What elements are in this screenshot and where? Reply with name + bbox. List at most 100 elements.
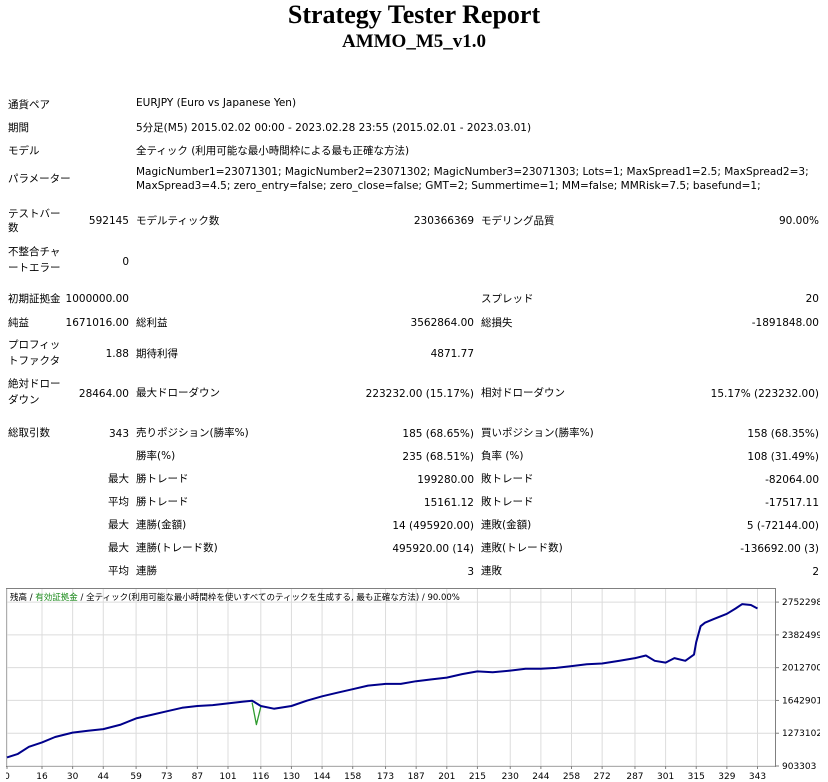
long-label: 買いポジション(勝率%): [481, 427, 594, 439]
plot-frame: [6, 588, 776, 767]
max-win-label: 勝トレード: [136, 473, 189, 485]
cons-loss-amt-value: 5 (-72144.00): [746, 520, 819, 532]
pf-value: 1.88: [105, 348, 129, 360]
model-value: 全ティック (利用可能な最小時間枠による最も正確な方法): [136, 145, 410, 157]
chart-legend: 残高 / 有効証拠金 / 全ティック(利用可能な最小時間枠を使いすべてのティック…: [10, 591, 460, 603]
max-loss-value: -82064.00: [765, 474, 819, 486]
mismatch-label-2: ートエラー: [8, 262, 61, 274]
pf-label-2: トファクタ: [8, 355, 61, 367]
legend-sep-1: /: [27, 593, 36, 603]
x-tick-label: 44: [98, 772, 110, 782]
x-tick-label: 187: [408, 772, 425, 782]
model-label: モデル: [8, 145, 40, 157]
cons-loss-amt-label: 連敗(金額): [481, 519, 532, 531]
bars-label-1: テストバー: [8, 208, 61, 220]
x-tick-label: 287: [626, 772, 643, 782]
balance-line: [6, 603, 758, 759]
x-tick-label: 272: [594, 772, 611, 782]
x-tick-label: 73: [161, 772, 172, 782]
x-tick-label: 116: [252, 772, 269, 782]
x-tick-label: 258: [563, 772, 580, 782]
grid-lines: [6, 589, 775, 767]
pair-value: EURJPY (Euro vs Japanese Yen): [136, 97, 297, 109]
period-value: 5分足(M5) 2015.02.02 00:00 - 2023.02.28 23…: [136, 122, 532, 134]
report-subtitle: AMMO_M5_v1.0: [341, 31, 487, 52]
max-prefix-1: 最大: [108, 473, 129, 485]
pf-label-1: プロフィッ: [8, 339, 61, 351]
y-tick-label: 1642901: [782, 696, 820, 706]
x-tick-label: 329: [718, 772, 735, 782]
quality-label: モデリング品質: [481, 215, 555, 227]
x-tick-label: 30: [67, 772, 79, 782]
x-tick-label: 16: [36, 772, 48, 782]
gross-profit-value: 3562864.00: [410, 317, 474, 329]
loss-rate-value: 108 (31.49%): [747, 451, 819, 463]
max-dd-label: 最大ドローダウン: [136, 387, 220, 399]
spread-value: 20: [805, 293, 819, 305]
net-value: 1671016.00: [65, 317, 129, 329]
mismatch-value: 0: [122, 256, 129, 268]
y-tick-label: 1273102: [782, 729, 820, 739]
mismatch-label-1: 不整合チャ: [8, 246, 61, 258]
ticks-label: モデルティック数: [136, 215, 220, 227]
rel-dd-value: 15.17% (223232.00): [710, 388, 819, 400]
avg-cons-win-value: 3: [467, 566, 474, 578]
rel-dd-label: 相対ドローダウン: [481, 387, 565, 399]
abs-dd-value: 28464.00: [78, 388, 129, 400]
legend-sep-3: /: [419, 593, 428, 603]
gross-loss-label: 総損失: [481, 317, 513, 329]
cons-win-amt-label: 連勝(金額): [136, 519, 187, 531]
x-tick-label: 101: [219, 772, 236, 782]
x-tick-label: 0: [6, 772, 10, 782]
equity-line: [251, 702, 262, 726]
expected-value: 4871.77: [430, 348, 474, 360]
y-axis: 903303 1273102 1642901 2012700 2382499 275229…: [775, 598, 820, 772]
ticks-value: 230366369: [413, 215, 474, 227]
y-tick-label: 2752298: [782, 598, 820, 608]
deposit-value: 1000000.00: [65, 293, 129, 305]
chart-svg: 0 16 30 44 59 73 87 101 116 130 144 158 173 187 201 215…: [6, 588, 820, 782]
max-dd-value: 223232.00 (15.17%): [365, 388, 474, 400]
gross-profit-label: 総利益: [136, 317, 168, 329]
win-rate-value: 235 (68.51%): [402, 451, 474, 463]
params-label: パラメーター: [8, 173, 71, 185]
avg-win-value: 15161.12: [423, 497, 474, 509]
spread-label: スプレッド: [481, 293, 534, 305]
x-tick-label: 201: [438, 772, 455, 782]
legend-quality: 90.00%: [427, 593, 460, 603]
x-tick-label: 130: [283, 772, 300, 782]
win-rate-label: 勝率(%): [136, 450, 176, 462]
avg-loss-value: -17517.11: [765, 497, 819, 509]
max-win-value: 199280.00: [417, 474, 474, 486]
avg-prefix-2: 平均: [108, 565, 129, 577]
x-tick-label: 87: [192, 772, 203, 782]
x-tick-label: 301: [657, 772, 674, 782]
bars-label-2: 数: [8, 222, 19, 234]
deposit-label: 初期証拠金: [8, 293, 61, 305]
x-tick-label: 215: [469, 772, 486, 782]
avg-cons-win-label: 連勝: [136, 565, 157, 577]
quality-value: 90.00%: [778, 215, 819, 227]
total-trades-value: 343: [108, 428, 129, 440]
y-tick-label: 903303: [782, 762, 816, 772]
abs-dd-label-2: ダウン: [8, 394, 40, 406]
series-lines: [6, 603, 758, 759]
legend-model: 全ティック(利用可能な最小時間枠を使いすべてのティックを生成する, 最も正確な方…: [86, 593, 420, 603]
pair-label: 通貨ペア: [8, 99, 50, 111]
y-tick-label: 2382499: [782, 631, 820, 641]
y-tick-label: 2012700: [782, 664, 820, 674]
loss-rate-label: 負率 (%): [481, 450, 524, 462]
x-axis: 0 16 30 44 59 73 87 101 116 130 144 158 173 187 201 215…: [6, 766, 766, 782]
avg-loss-label: 敗トレード: [481, 496, 534, 508]
avg-cons-loss-value: 2: [812, 566, 819, 578]
short-value: 185 (68.65%): [402, 428, 474, 440]
avg-cons-loss-label: 連敗: [481, 565, 502, 577]
legend-equity: 有効証拠金: [35, 593, 78, 603]
x-tick-label: 59: [130, 772, 142, 782]
x-tick-label: 315: [688, 772, 705, 782]
x-tick-label: 230: [502, 772, 519, 782]
cons-win-amt-value: 14 (495920.00): [392, 520, 474, 532]
legend-balance: 残高: [10, 593, 28, 603]
params-line-1: MagicNumber1=23071301; MagicNumber2=2307…: [136, 166, 809, 178]
long-value: 158 (68.35%): [747, 428, 819, 440]
